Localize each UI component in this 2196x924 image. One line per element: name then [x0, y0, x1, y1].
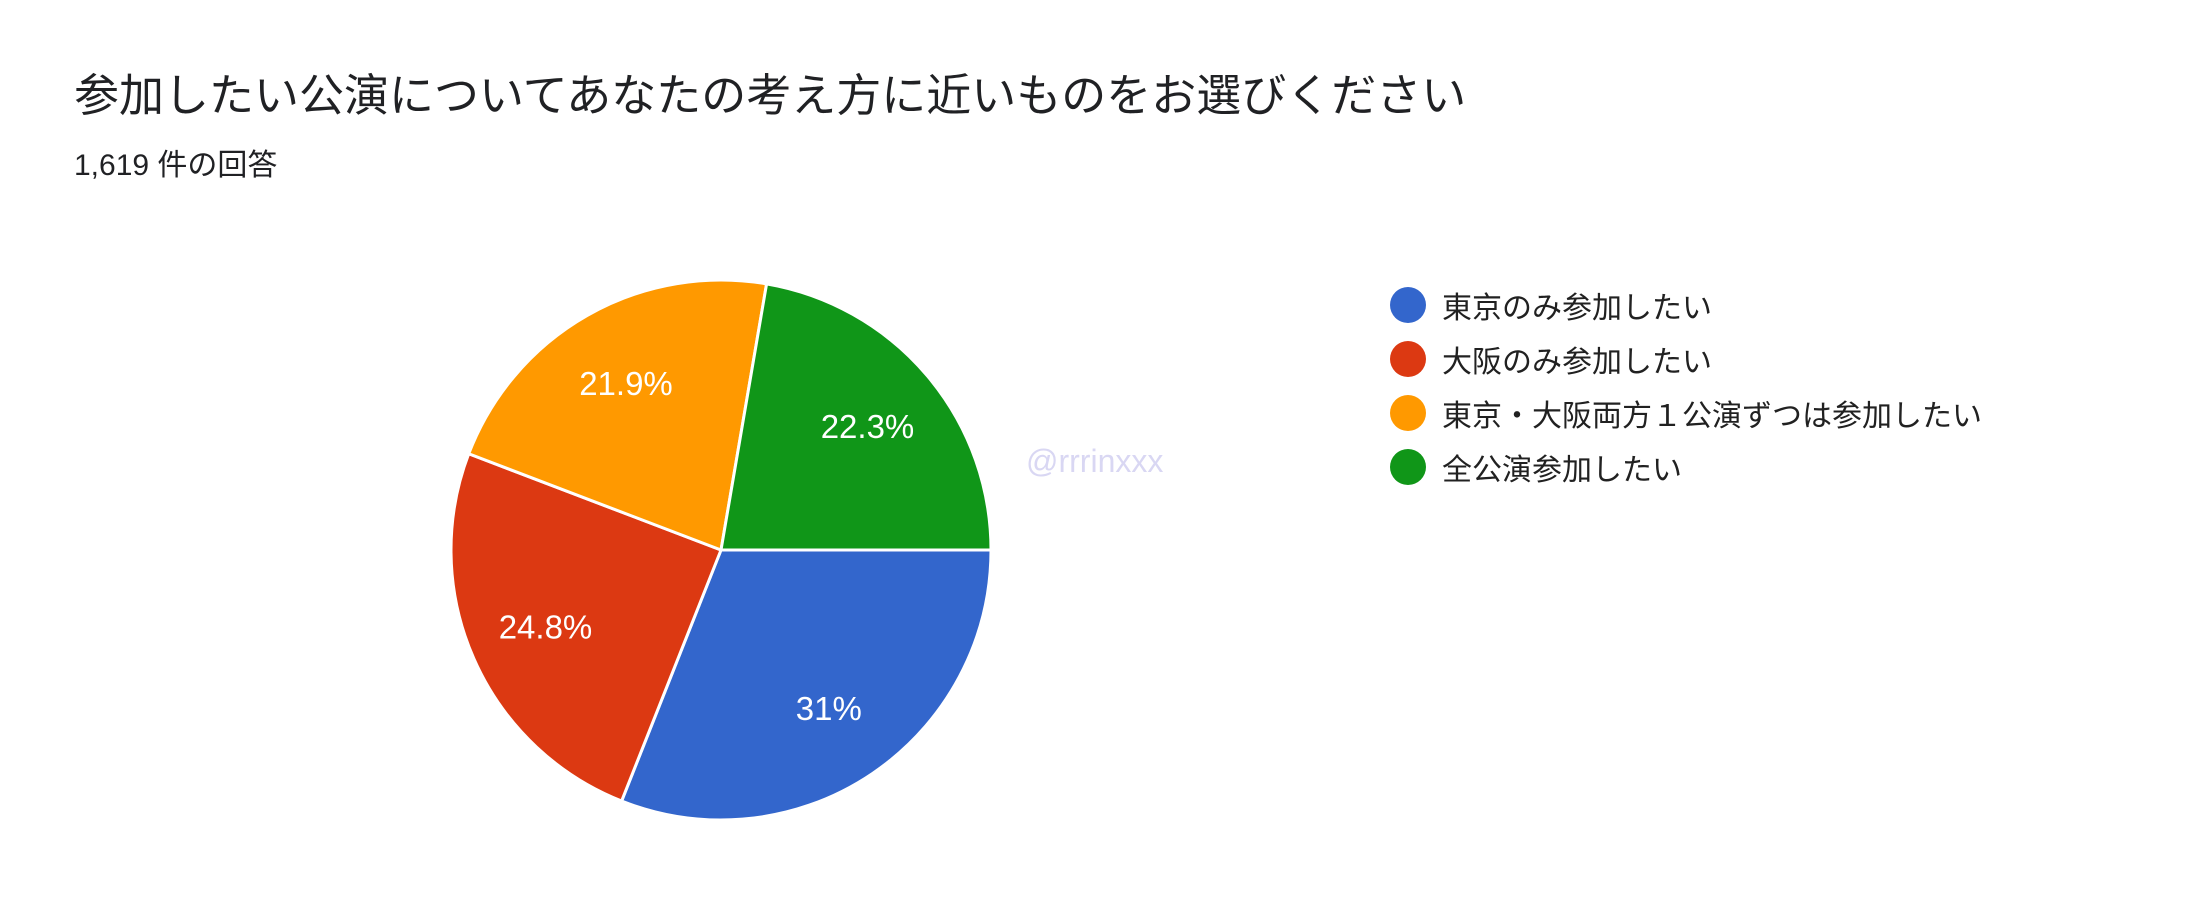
legend-item-0: 東京のみ参加したい — [1390, 278, 1982, 332]
legend-item-3: 全公演参加したい — [1390, 440, 1982, 494]
legend-item-1: 大阪のみ参加したい — [1390, 332, 1982, 386]
pie-slice-label-3: 22.3% — [821, 408, 915, 445]
pie-slice-2[interactable] — [467, 278, 769, 552]
chart-title: 参加したい公演についてあなたの考え方に近いものをお選びください — [74, 70, 1467, 121]
pie-slice-label-0: 31% — [796, 690, 862, 727]
pie-slice-label-2: 21.9% — [579, 365, 673, 402]
legend-label: 全公演参加したい — [1442, 454, 1682, 487]
legend-label: 大阪のみ参加したい — [1442, 346, 1712, 379]
pie-slice-1[interactable] — [449, 452, 723, 803]
pie-chart: 31% 24.8% 21.9% 22.3% — [449, 278, 993, 822]
pie-slice-3[interactable] — [719, 282, 993, 552]
legend-label: 東京のみ参加したい — [1442, 292, 1712, 325]
legend-swatch-icon — [1390, 341, 1426, 377]
legend: 東京のみ参加したい 大阪のみ参加したい東京・大阪両方１公演ずつは参加したい 全公演参… — [1390, 278, 1982, 494]
legend-label: 東京・大阪両方１公演ずつは参加したい — [1442, 400, 1982, 433]
legend-swatch-icon — [1390, 395, 1426, 431]
legend-item-2: 東京・大阪両方１公演ずつは参加したい — [1390, 386, 1982, 440]
pie-slice-0[interactable] — [620, 548, 993, 822]
pie-slice-label-1: 24.8% — [499, 609, 593, 646]
response-count: 1,619 件の回答 — [74, 149, 278, 182]
legend-swatch-icon — [1390, 287, 1426, 323]
watermark-text: @rrrinxxx — [1026, 443, 1164, 479]
legend-swatch-icon — [1390, 449, 1426, 485]
